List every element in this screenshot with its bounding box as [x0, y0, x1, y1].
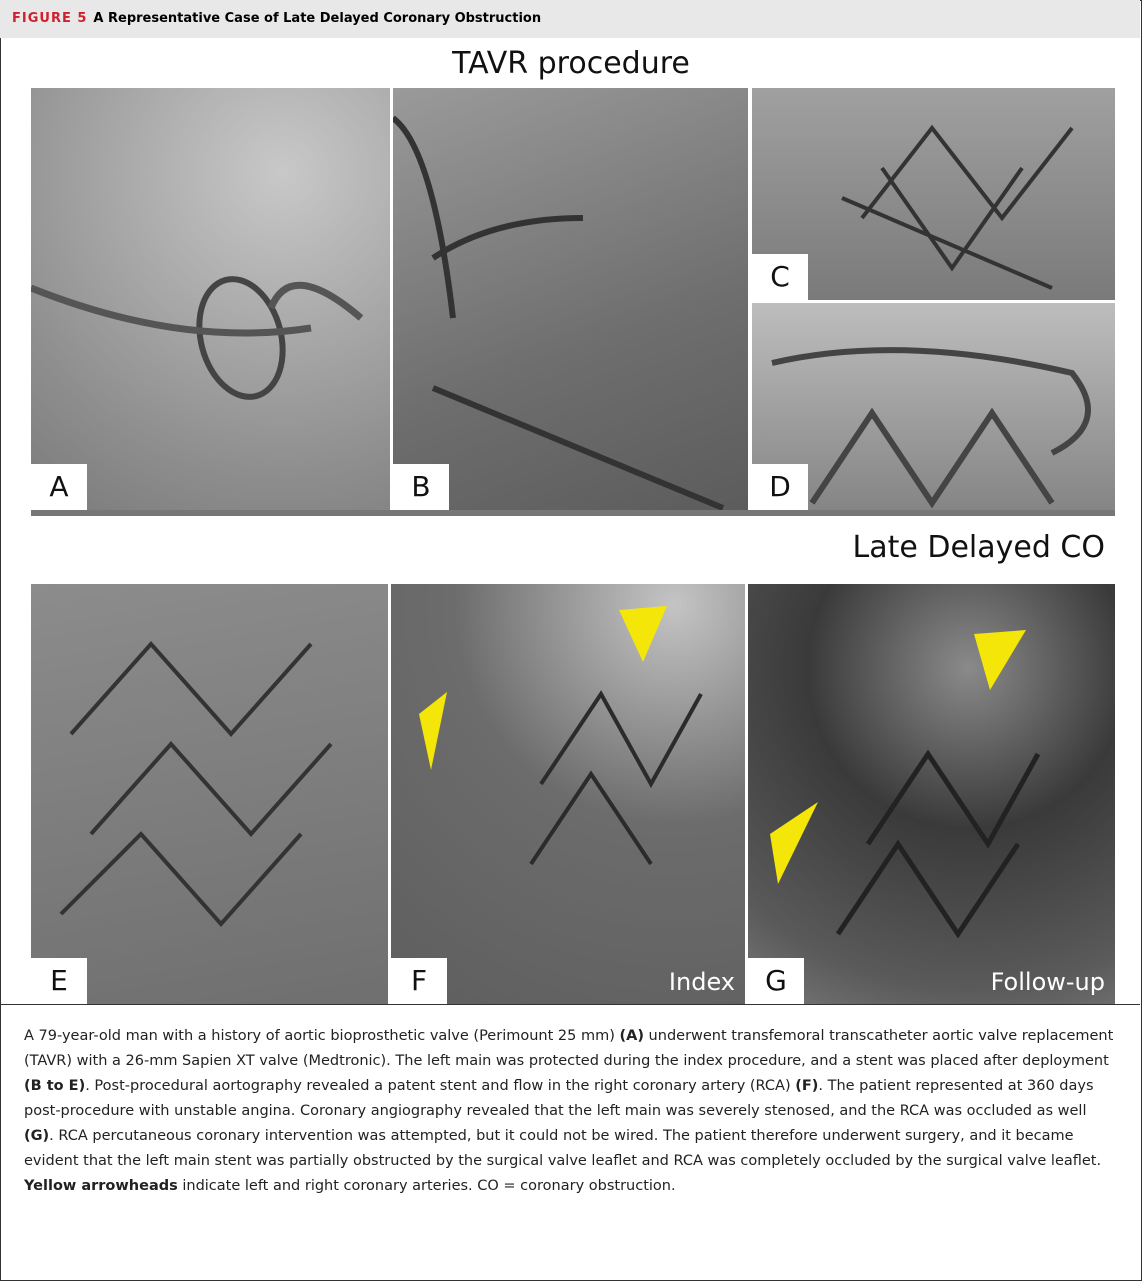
figure-label: FIGURE 5	[12, 11, 88, 26]
caption-text: A 79-year-old man with a history of aort…	[24, 1028, 620, 1044]
panel-note: Follow-up	[990, 968, 1105, 996]
angiogram	[419, 606, 703, 866]
figure-header: FIGURE 5 A Representative Case of Late De…	[0, 0, 1140, 38]
panel-label: G	[748, 958, 804, 1004]
caption-bold: (G)	[24, 1128, 50, 1144]
caption-bold: (A)	[619, 1028, 644, 1044]
caption-bold: (B to E)	[24, 1078, 86, 1094]
angiogram	[770, 630, 1041, 939]
panel-label: E	[31, 958, 87, 1004]
panel-label: C	[752, 254, 808, 300]
panel-image: E	[31, 584, 388, 1004]
separator	[0, 1004, 1140, 1005]
figure-title: A Representative Case of Late Delayed Co…	[93, 11, 542, 26]
panel-image: C	[752, 88, 1115, 300]
panel-label: F	[391, 958, 447, 1004]
panel-image: F Index	[391, 584, 745, 1004]
caption-text: . The patient represented at 360 days po…	[24, 1078, 1094, 1119]
angiogram	[31, 276, 364, 400]
caption: A 79-year-old man with a history of aort…	[24, 1024, 1114, 1199]
angiogram	[841, 124, 1074, 290]
caption-bold: (F)	[795, 1078, 819, 1094]
angiogram	[771, 347, 1091, 509]
caption-text: . Post-procedural aortography revealed a…	[85, 1078, 796, 1094]
panel-image: D	[752, 303, 1115, 510]
panel-note: Index	[668, 968, 735, 996]
panel-label: D	[752, 464, 808, 510]
angiogram	[59, 640, 333, 928]
divider	[31, 510, 1115, 516]
bottom-title: Late Delayed CO	[852, 530, 1105, 565]
panel-image: G Follow-up	[748, 584, 1115, 1004]
panel-label: A	[31, 464, 87, 510]
angiogram	[393, 115, 725, 510]
caption-text: indicate left and right coronary arterie…	[177, 1178, 676, 1194]
panel-image: A	[31, 88, 390, 510]
top-title: TAVR procedure	[452, 46, 690, 81]
panel-label: B	[393, 464, 449, 510]
caption-text: . RCA percutaneous coronary intervention…	[24, 1128, 1102, 1169]
caption-bold: Yellow arrowheads	[24, 1178, 178, 1194]
panel-image: B	[393, 88, 748, 510]
caption-text: underwent transfemoral transcatheter aor…	[24, 1028, 1114, 1069]
